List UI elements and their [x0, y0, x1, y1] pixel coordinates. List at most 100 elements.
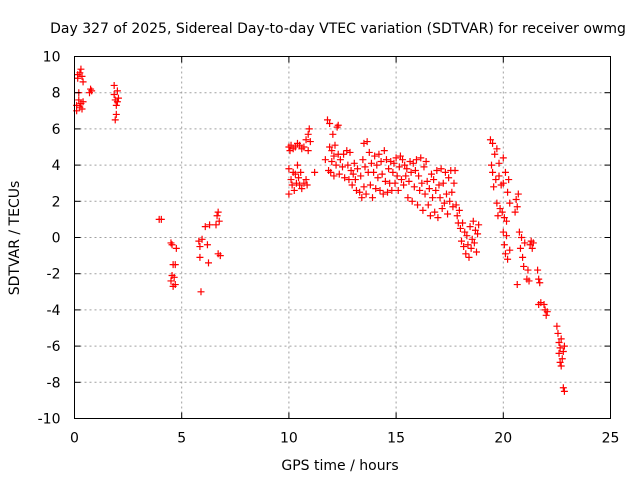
- data-point: [486, 136, 494, 144]
- data-point: [461, 228, 469, 236]
- data-point: [372, 185, 380, 193]
- data-point: [536, 279, 544, 287]
- y-tick-label: -6: [47, 339, 61, 355]
- data-point: [498, 208, 506, 216]
- data-point: [506, 246, 514, 254]
- data-point: [341, 174, 349, 182]
- data-point: [424, 201, 432, 209]
- data-point: [464, 241, 472, 249]
- data-point: [332, 161, 340, 169]
- data-point: [360, 139, 368, 147]
- data-point: [304, 147, 312, 155]
- data-point: [401, 161, 409, 169]
- data-point: [373, 161, 381, 169]
- data-point: [311, 168, 319, 176]
- data-point: [298, 185, 306, 193]
- data-point: [444, 210, 452, 218]
- data-point: [296, 141, 304, 149]
- data-point: [305, 125, 313, 133]
- data-point: [396, 152, 404, 160]
- data-point: [441, 168, 449, 176]
- data-point: [435, 181, 443, 189]
- data-point: [469, 217, 477, 225]
- data-point: [288, 181, 296, 189]
- data-point: [427, 170, 435, 178]
- data-point: [432, 186, 440, 194]
- data-point: [392, 154, 400, 162]
- data-point: [455, 206, 463, 214]
- data-point: [453, 212, 461, 220]
- data-point: [430, 176, 438, 184]
- data-point: [172, 244, 180, 252]
- data-point: [525, 277, 533, 285]
- data-point: [285, 165, 293, 173]
- data-point: [375, 150, 383, 158]
- data-point: [352, 186, 360, 194]
- data-point: [88, 87, 96, 95]
- data-point: [171, 281, 179, 289]
- data-point: [370, 168, 378, 176]
- data-point: [167, 239, 175, 247]
- data-point: [499, 154, 507, 162]
- data-point: [516, 244, 524, 252]
- data-point: [535, 275, 543, 283]
- data-point: [213, 212, 221, 220]
- data-point: [306, 138, 314, 146]
- grid-lines: [74, 56, 611, 419]
- data-point: [350, 159, 358, 167]
- data-point: [360, 183, 368, 191]
- data-point: [212, 221, 220, 229]
- data-point: [504, 188, 512, 196]
- data-point: [470, 239, 478, 247]
- data-point: [442, 190, 450, 198]
- data-point: [340, 150, 348, 158]
- data-point: [367, 159, 375, 167]
- data-point: [371, 152, 379, 160]
- data-point: [358, 194, 366, 202]
- data-point: [407, 168, 415, 176]
- data-point: [343, 147, 351, 155]
- data-point: [391, 179, 399, 187]
- data-point: [197, 288, 205, 296]
- data-point: [347, 167, 355, 175]
- data-point: [87, 85, 95, 93]
- data-point: [519, 253, 527, 261]
- data-point: [556, 344, 564, 352]
- data-point: [513, 281, 521, 289]
- data-point: [495, 172, 503, 180]
- x-tick-label: 0: [70, 431, 79, 447]
- x-tick-label: 10: [280, 431, 298, 447]
- data-point: [495, 159, 503, 167]
- data-point: [361, 163, 369, 171]
- data-point: [409, 159, 417, 167]
- data-point: [113, 98, 121, 106]
- data-point: [328, 157, 336, 165]
- data-point: [491, 150, 499, 158]
- data-point: [511, 208, 519, 216]
- data-point: [404, 194, 412, 202]
- data-point: [492, 176, 500, 184]
- y-tick-label: 0: [52, 231, 61, 247]
- data-point: [463, 232, 471, 240]
- y-tick-label: -4: [47, 303, 61, 319]
- data-point: [534, 266, 542, 274]
- data-points: [73, 65, 568, 395]
- y-tick-label: 10: [43, 50, 61, 66]
- data-point: [450, 179, 458, 187]
- data-point: [520, 262, 528, 270]
- data-point: [504, 255, 512, 263]
- data-point: [203, 241, 211, 249]
- data-point: [215, 217, 223, 225]
- data-point: [419, 206, 427, 214]
- data-point: [513, 203, 521, 211]
- data-point: [501, 250, 509, 258]
- data-point: [421, 190, 429, 198]
- data-point: [356, 188, 364, 196]
- data-point: [411, 167, 419, 175]
- data-point: [287, 176, 295, 184]
- data-point: [295, 174, 303, 182]
- data-point: [201, 223, 209, 231]
- data-point: [333, 123, 341, 131]
- data-point: [496, 205, 504, 213]
